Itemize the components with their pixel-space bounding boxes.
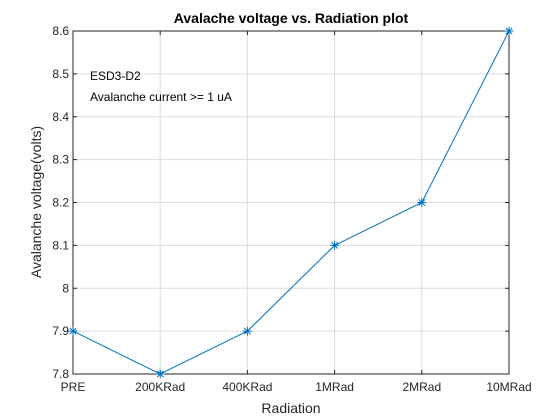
data-point-marker — [504, 26, 514, 36]
y-tick-label: 8.2 — [52, 196, 69, 210]
x-tick-label: 1MRad — [315, 380, 354, 394]
y-tick-label: 7.9 — [52, 324, 69, 338]
y-tick-label: 8.6 — [52, 24, 69, 38]
annotation-current: Avalanche current >= 1 uA — [90, 90, 232, 104]
data-point-marker — [242, 326, 252, 336]
y-tick-labels: 7.8 7.9 8 8.1 8.2 8.3 8.4 8.5 8.6 — [52, 24, 69, 381]
y-tick-label: 8.4 — [52, 110, 69, 124]
data-point-marker — [417, 198, 427, 207]
chart-title: Avalache voltage vs. Radiation plot — [174, 10, 409, 26]
x-tick-label: PRE — [61, 380, 86, 394]
x-tick-labels: PRE 200KRad 400KRad 1MRad 2MRad 10MRad — [61, 380, 532, 394]
data-point-marker — [68, 326, 78, 336]
series-group — [68, 26, 514, 379]
annotation-device: ESD3-D2 — [90, 69, 141, 83]
y-ticks — [73, 30, 509, 375]
y-tick-label: 8 — [62, 281, 69, 295]
y-tick-label: 8.1 — [52, 238, 69, 252]
y-axis-label: Avalanche voltage(volts) — [28, 126, 44, 278]
y-tick-label: 7.8 — [52, 367, 69, 381]
y-tick-label: 8.5 — [52, 67, 69, 81]
x-tick-label: 200KRad — [135, 380, 185, 394]
y-tick-label: 8.3 — [52, 153, 69, 167]
y-gridlines — [73, 73, 509, 332]
x-axis-label: Radiation — [261, 400, 320, 416]
data-point-marker — [330, 240, 340, 250]
x-tick-label: 2MRad — [402, 380, 441, 394]
series-line — [72, 30, 510, 375]
x-tick-label: 10MRad — [486, 380, 531, 394]
x-tick-label: 400KRad — [222, 380, 272, 394]
data-point-marker — [155, 369, 165, 379]
